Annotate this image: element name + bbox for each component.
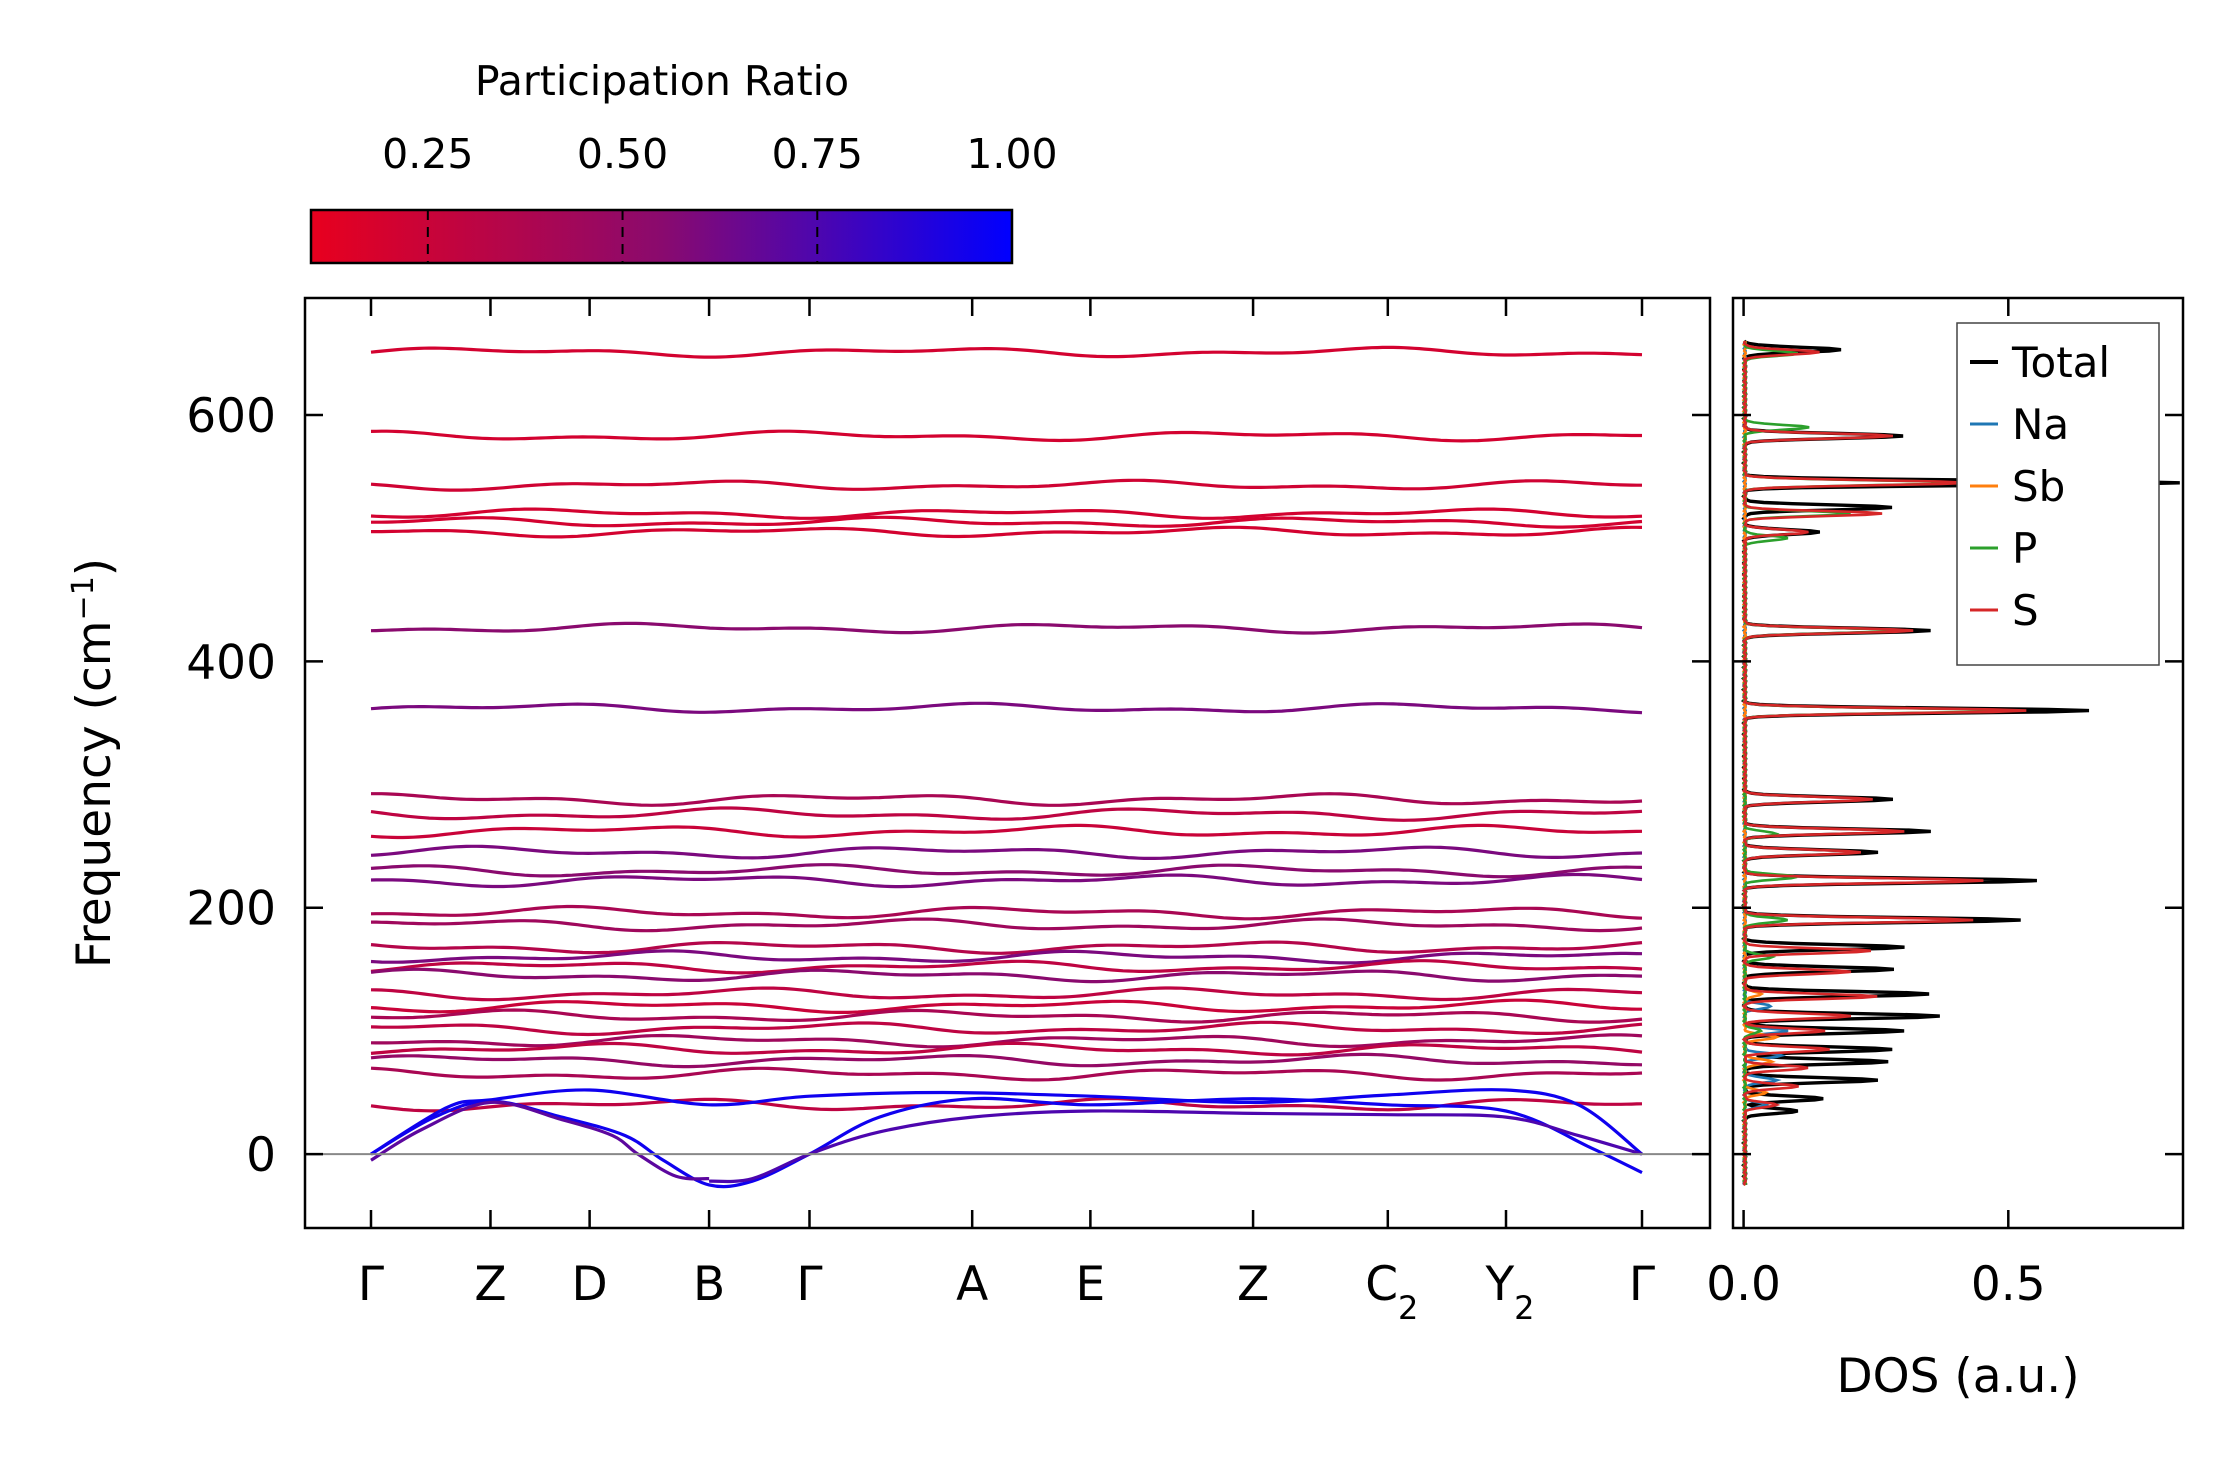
phonon-band-acoustic <box>370 1096 1643 1189</box>
frequency-axis-label: Frequency (cm−1) <box>66 558 123 968</box>
phonon-band <box>370 1020 1643 1037</box>
phonon-band <box>370 1066 1643 1082</box>
y-tick-label: 600 <box>186 389 276 444</box>
phonon-band <box>370 345 1643 359</box>
phonon-band-acoustic <box>370 1088 1643 1156</box>
y-tick-label: 0 <box>246 1128 276 1183</box>
phonon-band <box>370 478 1642 492</box>
phonon-band <box>370 1033 1643 1049</box>
phonon-band <box>370 507 1643 520</box>
phonon-band <box>370 949 1643 965</box>
colorbar-tick-label: 1.00 <box>966 130 1057 178</box>
phonon-band <box>370 429 1642 443</box>
kpoint-label: D <box>572 1257 608 1312</box>
kpoint-label: E <box>1076 1257 1106 1312</box>
legend-label: S <box>2012 586 2039 635</box>
phonon-band <box>371 792 1643 807</box>
phonon-band <box>370 967 1643 984</box>
dos-axes-frame <box>1731 296 2185 1230</box>
phonon-band <box>370 1052 1643 1069</box>
phonon-band <box>371 515 1643 529</box>
band-axes-frame <box>303 296 1712 1230</box>
phonon-band <box>370 863 1643 879</box>
dos-y-ticks <box>1733 413 2183 1156</box>
legend-label: Total <box>2011 338 2110 387</box>
phonon-band <box>370 621 1643 635</box>
kpoint-label: B <box>693 1257 725 1312</box>
legend-label: Sb <box>2012 462 2065 511</box>
band-structure-panel: 0 200 400 600 Γ Z D B Γ A E Z C2 Y2 Γ Frequency (cm−1… <box>66 296 1712 1327</box>
phonon-band <box>370 806 1643 822</box>
kpoint-label: Z <box>474 1257 506 1312</box>
kpoint-label: Y2 <box>1484 1257 1534 1327</box>
phonon-band <box>370 701 1643 715</box>
dos-x-ticks: 0.0 0.5 <box>1706 298 2046 1312</box>
phonon-band <box>370 940 1643 955</box>
frequency-axis-ticks: 0 200 400 600 <box>186 389 1710 1183</box>
phonon-band <box>370 844 1643 860</box>
colorbar-ticks: 0.25 0.50 0.75 1.00 <box>382 130 1058 263</box>
kpoint-label: Γ <box>1629 1257 1655 1312</box>
phonon-band <box>370 959 1643 975</box>
phonon-band <box>371 917 1643 933</box>
colorbar-title: Participation Ratio <box>475 57 849 105</box>
kpath-axis-ticks: Γ Z D B Γ A E Z C2 Y2 Γ <box>358 298 1655 1327</box>
dos-panel: 0.0 0.5 DOS (a.u.) Total Na Sb PS <box>1706 296 2185 1404</box>
phonon-band <box>370 872 1643 889</box>
dos-x-tick-label: 0.5 <box>1971 1257 2046 1312</box>
dos-curve-s <box>1741 340 2027 1186</box>
legend-box <box>1956 322 2160 666</box>
dos-x-tick-label: 0.0 <box>1706 1257 1781 1312</box>
kpoint-label: Γ <box>358 1257 384 1312</box>
band-lines <box>370 345 1643 1189</box>
legend-label: Na <box>2012 400 2069 449</box>
phonon-band <box>371 525 1643 539</box>
colorbar: Participation Ratio 0.25 0.50 0.75 1.00 <box>309 57 1058 265</box>
phonon-band <box>370 1041 1643 1057</box>
colorbar-tick-label: 0.25 <box>382 130 473 178</box>
phonon-band <box>370 986 1643 1002</box>
y-tick-label: 400 <box>186 635 276 690</box>
kpoint-label: Z <box>1237 1257 1269 1312</box>
phonon-band <box>370 823 1643 840</box>
colorbar-tick-label: 0.75 <box>772 130 863 178</box>
phonon-band-acoustic <box>370 1100 710 1181</box>
phonon-band-acoustic <box>709 1109 1643 1184</box>
legend-label: P <box>2012 524 2037 573</box>
dos-axis-label: DOS (a.u.) <box>1836 1349 2079 1404</box>
phonon-band <box>370 998 1642 1014</box>
dos-legend: Total Na Sb PS <box>1956 322 2160 666</box>
phonon-band <box>370 1008 1643 1024</box>
kpoint-label: Γ <box>796 1257 822 1312</box>
phonon-band <box>370 904 1643 921</box>
kpoint-label: A <box>956 1257 988 1312</box>
colorbar-tick-label: 0.50 <box>577 130 668 178</box>
kpoint-label: C2 <box>1365 1257 1418 1327</box>
legend-items: Total Na Sb PS <box>1970 338 2110 635</box>
colorbar-gradient <box>309 208 1014 265</box>
y-tick-label: 200 <box>186 882 276 937</box>
